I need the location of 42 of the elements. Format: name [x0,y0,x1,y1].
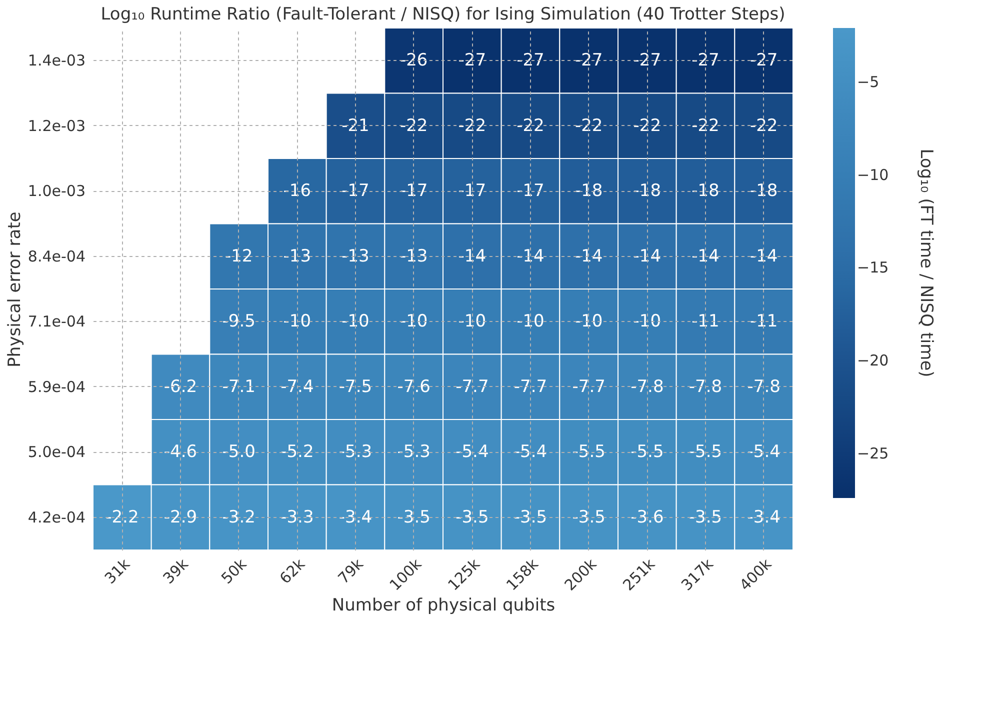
data-label: -7.7 [514,376,548,397]
x-tick-label: 31k [101,554,134,588]
color-bar-label: −10 [857,166,889,184]
data-label: -7.5 [338,376,372,397]
x-tick-label: 62k [276,554,309,588]
data-label: -7.1 [222,376,256,397]
data-label: -3.6 [630,507,664,528]
data-label: -5.3 [397,442,430,462]
data-label: -5.2 [280,442,314,462]
data-label: -7.8 [630,376,664,397]
y-tick-label: 1.0e-03 [28,182,86,200]
data-label: -3.5 [456,507,489,528]
color-bar-label: −5 [857,72,880,91]
y-tick-label: 1.4e-03 [28,52,86,70]
y-tick-label: 8.4e-04 [28,247,86,266]
data-label: -5.0 [222,442,256,462]
data-label: -7.6 [397,376,430,397]
x-tick-label: 39k [159,554,192,588]
data-label: -3.5 [397,507,430,528]
x-tick-label: 79k [334,554,368,588]
y-tick-label: 4.2e-04 [28,508,86,526]
y-tick-label: 5.0e-04 [28,443,86,462]
color-bar-label: −20 [857,352,889,370]
data-label: -3.4 [338,507,372,528]
data-label: -5.5 [630,442,664,462]
chart-title: Log₁₀ Runtime Ratio (Fault-Tolerant / NISQ) for Ising Simulation (40 Trotter Steps) [100,4,786,24]
data-label: -3.5 [688,507,722,528]
data-label: -10 [516,312,544,332]
data-label: -7.7 [572,376,606,397]
x-axis-title: Number of physical qubits [332,595,556,616]
y-tick-label: 7.1e-04 [28,312,86,331]
data-label: -3.2 [222,507,256,528]
x-tick-label: 50k [218,554,250,588]
y-tick-label: 1.2e-03 [28,116,86,135]
color-bar-label: −25 [857,444,889,462]
color-bar-label: −15 [857,258,889,277]
color-bar-title: Log₁₀ (FT time / NISQ time) [916,148,936,378]
data-label: -5.5 [688,442,722,462]
y-axis-title: Physical error rate [4,212,25,368]
data-label: -2.2 [106,507,139,528]
data-label: -3.3 [280,507,314,528]
y-tick-label: 5.9e-04 [28,378,86,396]
